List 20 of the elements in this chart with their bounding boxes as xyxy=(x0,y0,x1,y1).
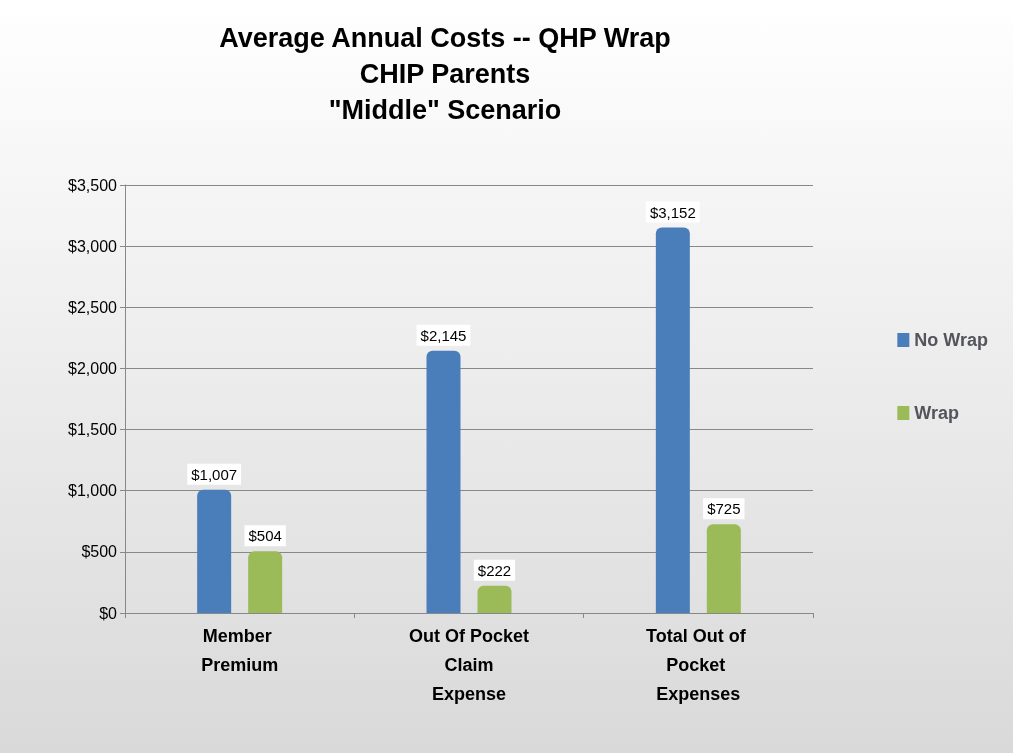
chart-title: Average Annual Costs -- QHP Wrap CHIP Parents "Middle" Scenario xyxy=(219,23,671,125)
y-tick-label: $500 xyxy=(81,543,118,561)
legend-label: Wrap xyxy=(914,403,960,423)
data-label: $222 xyxy=(477,561,512,579)
x-tick-label: Total Out of Pocket Expenses xyxy=(646,625,751,704)
y-tick-label: $0 xyxy=(99,604,118,622)
x-tick-label: Out Of Pocket Claim Expense xyxy=(408,625,530,704)
data-label: $2,145 xyxy=(420,326,467,344)
data-label: $725 xyxy=(707,500,741,518)
data-label: $3,152 xyxy=(649,203,696,221)
y-tick-label: $2,500 xyxy=(68,298,118,316)
y-tick-label: $1,500 xyxy=(68,421,118,439)
y-tick-label: $3,500 xyxy=(68,176,118,194)
legend-label: No Wrap xyxy=(914,330,988,350)
x-tick-label: Member Premium xyxy=(201,625,279,675)
y-tick-label: $3,000 xyxy=(68,237,118,255)
y-tick-label: $2,000 xyxy=(68,359,118,377)
data-label: $504 xyxy=(248,527,282,545)
data-label: $1,007 xyxy=(191,465,238,483)
y-tick-label: $1,000 xyxy=(68,482,118,500)
